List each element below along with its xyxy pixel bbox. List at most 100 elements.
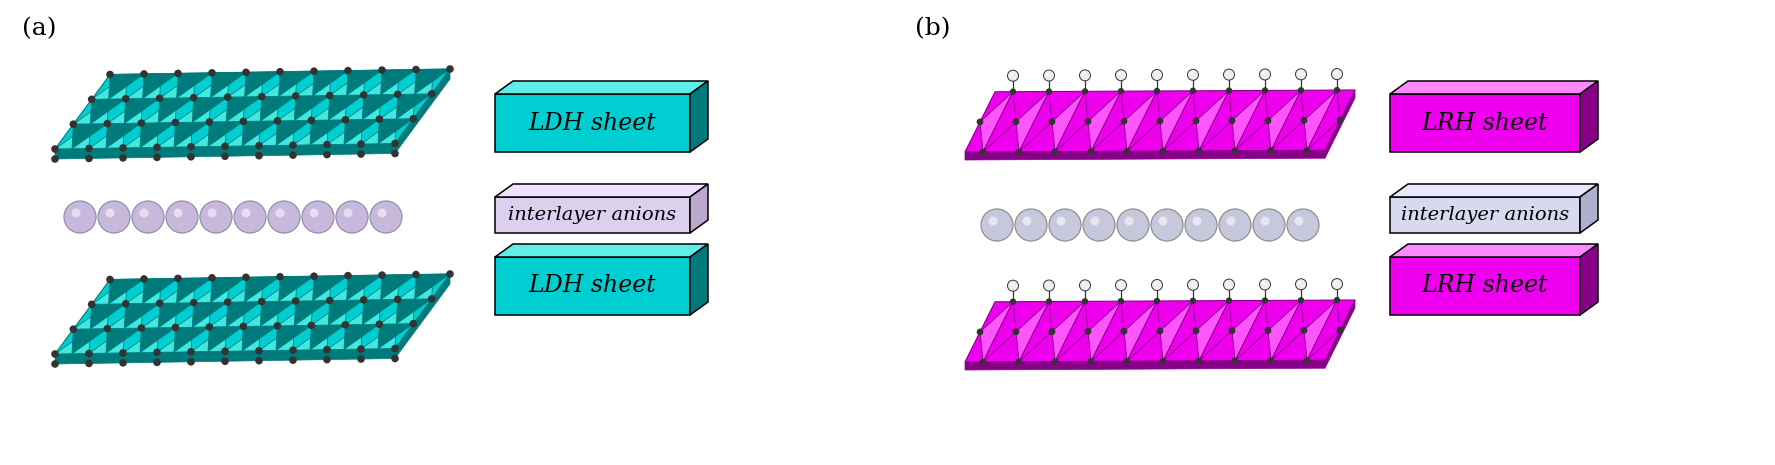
Polygon shape: [1390, 184, 1598, 197]
Polygon shape: [311, 120, 346, 145]
Polygon shape: [1054, 301, 1088, 362]
Polygon shape: [344, 119, 380, 144]
Circle shape: [1010, 283, 1014, 286]
Polygon shape: [193, 73, 229, 98]
Circle shape: [240, 118, 247, 125]
Circle shape: [1335, 281, 1337, 284]
Circle shape: [140, 275, 147, 283]
Polygon shape: [396, 69, 451, 153]
Polygon shape: [55, 124, 91, 149]
Circle shape: [1154, 298, 1161, 304]
Polygon shape: [261, 277, 296, 302]
Polygon shape: [1390, 94, 1580, 152]
Text: LRH sheet: LRH sheet: [1422, 274, 1548, 298]
Circle shape: [201, 201, 233, 233]
Circle shape: [156, 94, 163, 102]
Circle shape: [257, 93, 266, 100]
Circle shape: [190, 299, 197, 306]
Circle shape: [1010, 88, 1017, 95]
Polygon shape: [73, 99, 108, 124]
Polygon shape: [1306, 90, 1340, 150]
Circle shape: [1157, 328, 1163, 334]
Polygon shape: [346, 299, 380, 325]
Polygon shape: [346, 95, 380, 120]
Circle shape: [1120, 118, 1127, 124]
Polygon shape: [225, 121, 261, 146]
Circle shape: [1115, 70, 1127, 80]
Polygon shape: [690, 184, 708, 233]
Circle shape: [119, 359, 126, 367]
Circle shape: [1335, 71, 1337, 74]
Polygon shape: [1390, 81, 1598, 94]
Circle shape: [224, 93, 231, 101]
Polygon shape: [124, 303, 160, 328]
Circle shape: [1266, 327, 1271, 334]
Polygon shape: [495, 94, 690, 152]
Circle shape: [222, 153, 229, 160]
Circle shape: [1118, 88, 1124, 94]
Circle shape: [1045, 283, 1049, 286]
Polygon shape: [312, 276, 348, 301]
Circle shape: [1022, 217, 1031, 226]
Circle shape: [51, 360, 59, 368]
Circle shape: [1015, 209, 1047, 241]
Circle shape: [1079, 280, 1090, 291]
Polygon shape: [495, 197, 690, 233]
Circle shape: [241, 208, 250, 218]
Circle shape: [1090, 217, 1099, 226]
Polygon shape: [55, 69, 451, 149]
Circle shape: [1085, 328, 1092, 334]
Circle shape: [1154, 72, 1157, 75]
Polygon shape: [91, 99, 126, 124]
Circle shape: [1045, 88, 1053, 95]
Circle shape: [323, 151, 330, 159]
Polygon shape: [1198, 91, 1232, 151]
Polygon shape: [174, 122, 209, 147]
Circle shape: [85, 155, 92, 162]
Polygon shape: [378, 324, 414, 349]
Circle shape: [323, 141, 330, 148]
Polygon shape: [156, 327, 192, 352]
Circle shape: [1120, 118, 1127, 124]
Circle shape: [1228, 327, 1235, 334]
Polygon shape: [140, 327, 176, 352]
Circle shape: [1150, 209, 1182, 241]
Circle shape: [1085, 328, 1092, 334]
Circle shape: [1049, 328, 1054, 335]
Polygon shape: [227, 97, 261, 122]
Circle shape: [1088, 148, 1093, 154]
Polygon shape: [1306, 300, 1340, 360]
Circle shape: [105, 208, 114, 218]
Circle shape: [1301, 117, 1306, 124]
Circle shape: [1223, 279, 1234, 290]
Circle shape: [85, 359, 92, 367]
Circle shape: [131, 201, 163, 233]
Circle shape: [1189, 72, 1193, 75]
Text: LDH sheet: LDH sheet: [529, 274, 657, 298]
Polygon shape: [1267, 300, 1301, 360]
Polygon shape: [1305, 300, 1337, 360]
Circle shape: [1049, 209, 1081, 241]
Polygon shape: [1324, 300, 1354, 368]
Circle shape: [1227, 72, 1228, 75]
Polygon shape: [690, 81, 708, 152]
Circle shape: [69, 326, 76, 333]
Circle shape: [369, 201, 401, 233]
Polygon shape: [362, 94, 398, 120]
Circle shape: [1049, 118, 1054, 125]
Circle shape: [174, 70, 181, 77]
Polygon shape: [327, 325, 362, 350]
Circle shape: [323, 346, 330, 353]
Polygon shape: [1305, 90, 1337, 150]
Text: interlayer anions: interlayer anions: [508, 206, 676, 224]
Circle shape: [153, 144, 162, 151]
Circle shape: [1118, 298, 1124, 305]
Polygon shape: [1161, 301, 1193, 361]
Circle shape: [89, 300, 96, 308]
Circle shape: [208, 69, 217, 77]
Polygon shape: [495, 81, 708, 94]
Circle shape: [122, 300, 130, 307]
Polygon shape: [1124, 91, 1157, 151]
Circle shape: [186, 358, 195, 365]
Polygon shape: [277, 301, 312, 326]
